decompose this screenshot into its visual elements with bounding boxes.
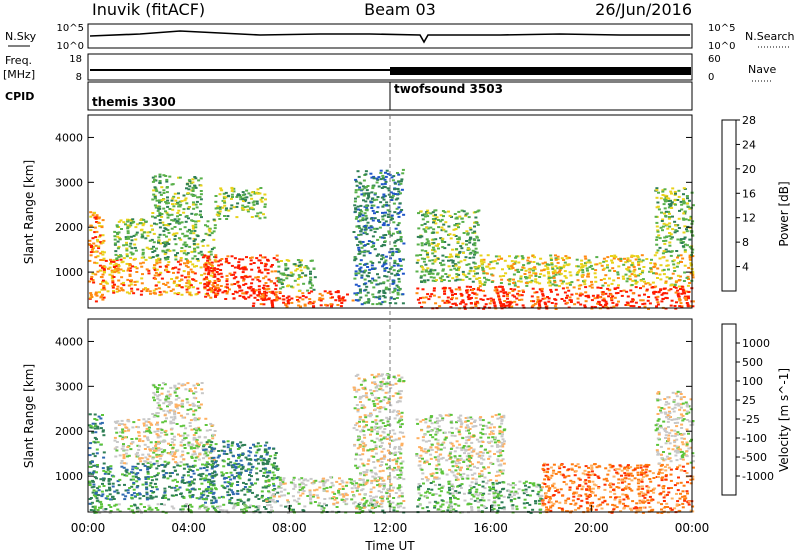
nave-tick-top: 60: [708, 54, 721, 65]
y-tick-label: 3000: [55, 380, 83, 393]
echo-region: [113, 218, 217, 261]
colorbar-tick-label: 100: [742, 375, 763, 388]
colorbar-tick-label: 16: [742, 187, 756, 200]
colorbar-tick-label: 12: [742, 212, 756, 225]
y-tick-label: 2000: [55, 221, 83, 234]
colorbar-tick-label: -100: [742, 432, 767, 445]
x-tick-label: 08:00: [272, 521, 307, 535]
colorbar-tick-label: 20: [742, 163, 756, 176]
echo-region: [415, 413, 507, 483]
y-tick-label: 4000: [55, 335, 83, 348]
echo-region: [251, 290, 355, 308]
power-colorbar: 4 8 12 16 20 24 28: [721, 114, 756, 292]
nave-label: Nave: [748, 63, 776, 76]
colorbar-tick-label: -1000: [742, 470, 774, 483]
echo-region: [201, 254, 280, 301]
freq-strip: Freq. [MHz] 18 8 60 0 Nave: [3, 53, 776, 83]
colorbar-tick-label: -25: [742, 413, 760, 426]
power-panel: 1000 2000 3000 4000 Slant Range [km]: [22, 114, 695, 310]
nsearch-tick-bottom: 10^0: [708, 41, 735, 52]
colorbar-tick-label: -500: [742, 451, 767, 464]
cpid-strip: CPID themis 3300 twofsound 3503: [5, 81, 693, 111]
nsearch-label: N.Search: [745, 30, 795, 43]
echo-region: [100, 462, 217, 501]
velocity-colorbar: 1000 500 100 25 -25 -100 -500 -1000: [721, 323, 774, 496]
nsky-label: N.Sky: [5, 30, 37, 43]
cpid-mode-2: twofsound 3503: [394, 82, 503, 96]
echo-region: [352, 168, 406, 306]
y-tick-label: 1000: [55, 470, 83, 483]
colorbar-tick-label: 1000: [742, 337, 770, 350]
date-title: 26/Jun/2016: [595, 0, 692, 19]
colorbar-tick-label: 28: [742, 114, 756, 127]
station-title: Inuvik (fitACF): [92, 0, 205, 19]
velocity-colorbar-label: Velocity [m s^-1]: [777, 368, 791, 472]
echo-region: [113, 417, 217, 465]
echo-region: [88, 211, 106, 303]
nsky-trace: [89, 30, 690, 44]
y-tick-label: 3000: [55, 176, 83, 189]
echo-region: [415, 285, 695, 310]
power-y-label: Slant Range [km]: [22, 160, 36, 264]
x-tick-label: 04:00: [171, 521, 206, 535]
echo-region: [100, 258, 217, 297]
velocity-y-ticks: 1000 2000 3000 4000: [55, 335, 692, 483]
freq-label-2: [MHz]: [3, 68, 35, 81]
echo-region: [151, 382, 204, 420]
echo-region: [541, 462, 695, 514]
nsky-tick-bottom: 10^0: [57, 41, 84, 52]
nave-tick-bottom: 0: [708, 72, 714, 83]
time-x-label: Time UT: [364, 539, 415, 553]
echo-region: [276, 259, 317, 292]
colorbar-tick-label: 8: [742, 236, 749, 249]
colorbar-tick-label: 24: [742, 138, 756, 151]
beam-title: Beam 03: [364, 0, 436, 19]
echo-region: [214, 186, 267, 220]
cpid-mode-1: themis 3300: [92, 95, 176, 109]
cpid-label: CPID: [5, 90, 34, 103]
x-tick-label: 16:00: [473, 521, 508, 535]
x-tick-label: 20:00: [574, 521, 609, 535]
nsearch-tick-top: 10^5: [708, 23, 735, 34]
nave-trace: [390, 67, 691, 75]
echo-region: [201, 440, 280, 505]
echo-region: [88, 413, 106, 514]
y-tick-label: 4000: [55, 131, 83, 144]
freq-label-1: Freq.: [5, 54, 32, 67]
time-x-ticks: 00:00 04:00 08:00 12:00 16:00 20:00 00:00: [71, 505, 710, 535]
colorbar-tick-label: 25: [742, 394, 756, 407]
echo-region: [352, 373, 406, 510]
y-tick-label: 1000: [55, 266, 83, 279]
colorbar-tick-label: 4: [742, 261, 749, 274]
freq-tick-top: 18: [69, 54, 82, 65]
power-y-ticks: 1000 2000 3000 4000: [55, 131, 692, 279]
x-tick-label: 00:00: [675, 521, 710, 535]
echo-region: [151, 173, 203, 221]
nsky-strip: N.Sky 10^5 10^0 10^5 10^0 N.Search: [5, 23, 795, 52]
echo-region: [264, 476, 356, 505]
x-tick-label: 00:00: [71, 521, 106, 535]
x-tick-label: 12:00: [373, 521, 408, 535]
echo-region: [654, 187, 695, 257]
power-colorbar-label: Power [dB]: [777, 181, 791, 246]
echo-region: [416, 480, 544, 514]
nsky-tick-top: 10^5: [57, 23, 84, 34]
freq-tick-bottom: 8: [76, 72, 82, 83]
echo-region: [415, 209, 481, 284]
velocity-y-label: Slant Range [km]: [22, 364, 36, 468]
y-tick-label: 2000: [55, 425, 83, 438]
colorbar-tick-label: 500: [742, 356, 763, 369]
echo-region: [478, 254, 695, 288]
echo-region: [654, 390, 695, 465]
